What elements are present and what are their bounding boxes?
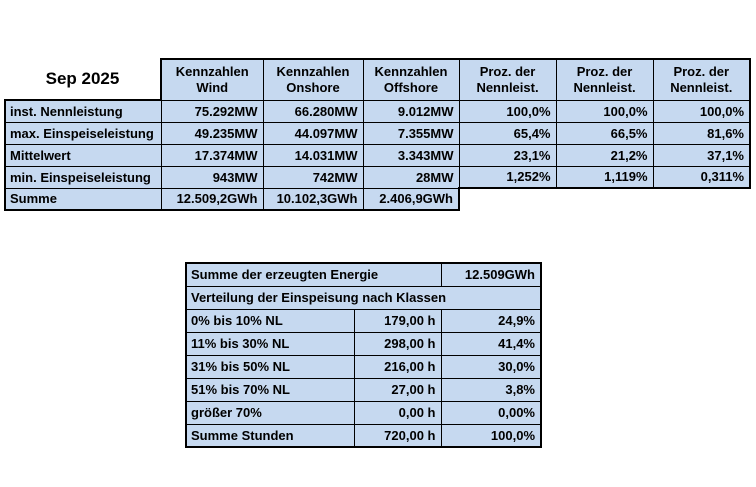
row-max-einspeiseleistung: max. Einspeiseleistung 49.235MW 44.097MW… xyxy=(4,121,751,145)
hours-cell: 298,00 h xyxy=(353,331,442,356)
value-cell: 100,0% xyxy=(652,99,751,123)
row-label: Summe xyxy=(4,187,162,211)
percent-cell: 24,9% xyxy=(440,308,542,333)
value-cell: 81,6% xyxy=(652,121,751,145)
hours-cell: 216,00 h xyxy=(353,354,442,379)
row-class-51-70: 51% bis 70% NL 27,00 h 3,8% xyxy=(185,377,542,402)
class-label: größer 70% xyxy=(185,400,355,425)
row-label: max. Einspeiseleistung xyxy=(4,121,162,145)
row-mittelwert: Mittelwert 17.374MW 14.031MW 3.343MW 23,… xyxy=(4,143,751,167)
percent-cell: 100,0% xyxy=(440,423,542,448)
summary-value: 12.509GWh xyxy=(440,262,542,287)
row-summe-stunden: Summe Stunden 720,00 h 100,0% xyxy=(185,423,542,448)
percent-cell: 30,0% xyxy=(440,354,542,379)
row-inst-nennleistung: inst. Nennleistung 75.292MW 66.280MW 9.0… xyxy=(4,99,751,123)
col-header-wind: Kennzahlen Wind xyxy=(160,58,264,101)
verteilung-table: Summe der erzeugten Energie 12.509GWh Ve… xyxy=(185,262,542,448)
kennzahlen-table: Sep 2025 Kennzahlen Wind Kennzahlen Onsh… xyxy=(4,58,751,211)
col-header-proz-1: Proz. der Nennleist. xyxy=(458,58,557,101)
row-class-11-30: 11% bis 30% NL 298,00 h 41,4% xyxy=(185,331,542,356)
section-header: Verteilung der Einspeisung nach Klassen xyxy=(185,285,542,310)
value-cell: 44.097MW xyxy=(262,121,364,145)
row-min-einspeiseleistung: min. Einspeiseleistung 943MW 742MW 28MW … xyxy=(4,165,751,189)
value-cell: 75.292MW xyxy=(160,99,264,123)
value-cell: 37,1% xyxy=(652,143,751,167)
class-label: 31% bis 50% NL xyxy=(185,354,355,379)
value-cell: 1,252% xyxy=(458,165,557,189)
value-cell: 23,1% xyxy=(458,143,557,167)
row-label: Mittelwert xyxy=(4,143,162,167)
value-cell: 0,311% xyxy=(652,165,751,189)
col-header-proz-2: Proz. der Nennleist. xyxy=(555,58,654,101)
month-title: Sep 2025 xyxy=(5,59,161,100)
hours-cell: 179,00 h xyxy=(353,308,442,333)
value-cell: 17.374MW xyxy=(160,143,264,167)
row-class-0-10: 0% bis 10% NL 179,00 h 24,9% xyxy=(185,308,542,333)
row-class-over-70: größer 70% 0,00 h 0,00% xyxy=(185,400,542,425)
value-cell: 100,0% xyxy=(555,99,654,123)
percent-cell: 41,4% xyxy=(440,331,542,356)
col-header-proz-3: Proz. der Nennleist. xyxy=(652,58,751,101)
value-cell: 49.235MW xyxy=(160,121,264,145)
col-header-onshore: Kennzahlen Onshore xyxy=(262,58,364,101)
value-cell: 14.031MW xyxy=(262,143,364,167)
hours-cell: 0,00 h xyxy=(353,400,442,425)
value-cell: 943MW xyxy=(160,165,264,189)
value-cell: 66,5% xyxy=(555,121,654,145)
value-cell: 2.406,9GWh xyxy=(362,187,460,211)
row-label: inst. Nennleistung xyxy=(4,99,162,123)
kennzahlen-header-row: Sep 2025 Kennzahlen Wind Kennzahlen Onsh… xyxy=(5,58,751,101)
value-cell: 66.280MW xyxy=(262,99,364,123)
row-label: min. Einspeiseleistung xyxy=(4,165,162,189)
summary-label: Summe der erzeugten Energie xyxy=(185,262,442,287)
empty-cell xyxy=(653,188,750,210)
row-summe-energie: Summe der erzeugten Energie 12.509GWh xyxy=(185,262,542,287)
row-class-31-50: 31% bis 50% NL 216,00 h 30,0% xyxy=(185,354,542,379)
value-cell: 12.509,2GWh xyxy=(160,187,264,211)
value-cell: 742MW xyxy=(262,165,364,189)
hours-cell: 27,00 h xyxy=(353,377,442,402)
col-header-offshore: Kennzahlen Offshore xyxy=(362,58,460,101)
empty-cell xyxy=(556,188,653,210)
percent-cell: 0,00% xyxy=(440,400,542,425)
value-cell: 65,4% xyxy=(458,121,557,145)
class-label: 51% bis 70% NL xyxy=(185,377,355,402)
value-cell: 21,2% xyxy=(555,143,654,167)
value-cell: 7.355MW xyxy=(362,121,460,145)
class-label: 0% bis 10% NL xyxy=(185,308,355,333)
value-cell: 28MW xyxy=(362,165,460,189)
row-section-header: Verteilung der Einspeisung nach Klassen xyxy=(185,285,542,310)
value-cell: 1,119% xyxy=(555,165,654,189)
empty-cell xyxy=(459,188,556,210)
hours-cell: 720,00 h xyxy=(353,423,442,448)
class-label: Summe Stunden xyxy=(185,423,355,448)
class-label: 11% bis 30% NL xyxy=(185,331,355,356)
value-cell: 10.102,3GWh xyxy=(262,187,364,211)
value-cell: 9.012MW xyxy=(362,99,460,123)
value-cell: 3.343MW xyxy=(362,143,460,167)
percent-cell: 3,8% xyxy=(440,377,542,402)
row-summe: Summe 12.509,2GWh 10.102,3GWh 2.406,9GWh xyxy=(4,187,750,211)
value-cell: 100,0% xyxy=(458,99,557,123)
